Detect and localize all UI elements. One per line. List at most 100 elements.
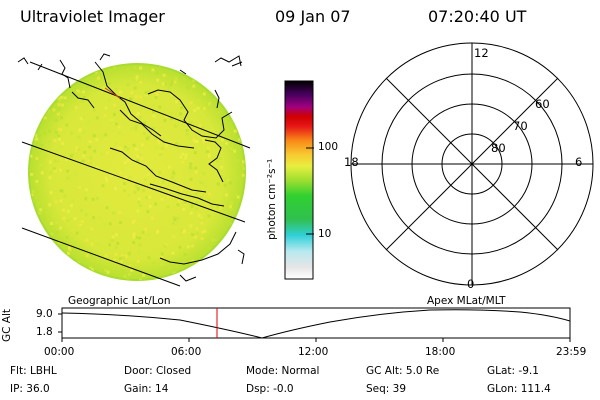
- mlt-label-6: 6: [575, 155, 583, 169]
- disk-speckle: [179, 155, 183, 159]
- disk-speckle: [40, 171, 44, 175]
- disk-speckle: [183, 201, 187, 205]
- disk-speckle: [138, 95, 142, 99]
- disk-speckle: [197, 98, 201, 102]
- disk-speckle: [173, 218, 177, 221]
- disk-speckle: [118, 146, 122, 150]
- disk-speckle: [58, 168, 62, 172]
- disk-speckle: [193, 109, 197, 113]
- disk-speckle: [59, 145, 63, 149]
- disk-speckle: [172, 172, 176, 175]
- disk-speckle: [188, 165, 192, 169]
- altitude-curve: [61, 309, 571, 339]
- disk-speckle: [178, 92, 182, 96]
- disk-speckle: [171, 251, 175, 255]
- disk-speckle: [151, 68, 155, 72]
- disk-speckle: [106, 80, 110, 84]
- disk-speckle: [197, 213, 201, 217]
- disk-speckle: [194, 192, 198, 196]
- disk-speckle: [114, 142, 117, 146]
- disk-speckle: [114, 245, 118, 249]
- track-right-title: Apex MLat/MLT: [427, 295, 506, 307]
- disk-speckle: [132, 235, 136, 239]
- disk-speckle: [169, 112, 173, 116]
- disk-speckle: [55, 148, 59, 152]
- lat-label-60: 60: [535, 97, 550, 111]
- disk-speckle: [105, 179, 109, 183]
- lat-label-70: 70: [513, 119, 528, 133]
- disk-speckle: [48, 140, 52, 144]
- disk-speckle: [50, 222, 54, 225]
- disk-speckle: [95, 78, 99, 82]
- disk-speckle: [82, 96, 86, 100]
- disk-speckle: [170, 175, 174, 179]
- disk-speckle: [123, 189, 127, 193]
- disk-speckle: [189, 121, 193, 125]
- disk-speckle: [119, 257, 123, 261]
- disk-speckle: [135, 147, 138, 151]
- disk-speckle: [198, 138, 202, 142]
- disk-speckle: [41, 119, 45, 123]
- disk-speckle: [147, 135, 151, 139]
- disk-speckle: [217, 110, 221, 114]
- disk-speckle: [63, 194, 67, 198]
- disk-speckle: [43, 116, 47, 120]
- disk-speckle: [126, 67, 130, 71]
- disk-speckle: [203, 229, 207, 233]
- disk-speckle: [161, 82, 165, 86]
- disk-speckle: [87, 229, 91, 233]
- status-gc-alt: GC Alt: 5.0 Re: [366, 365, 440, 377]
- disk-speckle: [155, 92, 159, 96]
- disk-speckle: [75, 231, 79, 235]
- disk-speckle: [195, 207, 199, 211]
- disk-speckle: [114, 87, 118, 91]
- disk-speckle: [110, 239, 114, 242]
- disk-speckle: [89, 156, 93, 160]
- disk-speckle: [29, 154, 33, 158]
- disk-speckle: [82, 154, 86, 158]
- disk-speckle: [171, 221, 175, 225]
- disk-speckle: [152, 127, 155, 130]
- disk-speckle: [48, 160, 52, 164]
- disk-speckle: [36, 183, 40, 187]
- disk-speckle: [55, 220, 59, 224]
- disk-speckle: [177, 192, 181, 196]
- disk-speckle: [115, 233, 118, 237]
- disk-speckle: [162, 73, 166, 77]
- disk-speckle: [238, 138, 242, 141]
- disk-speckle: [154, 137, 158, 141]
- disk-speckle: [136, 159, 140, 163]
- disk-speckle: [166, 195, 170, 198]
- disk-speckle: [139, 116, 143, 120]
- disk-speckle: [90, 227, 93, 231]
- mlt-label-18: 18: [344, 155, 359, 169]
- disk-speckle: [66, 219, 70, 223]
- disk-speckle: [159, 150, 163, 154]
- disk-speckle: [86, 122, 90, 126]
- disk-speckle: [119, 259, 123, 263]
- disk-speckle: [132, 143, 136, 147]
- disk-speckle: [172, 216, 176, 220]
- disk-speckle: [146, 172, 150, 176]
- disk-speckle: [70, 131, 73, 135]
- disk-speckle: [165, 144, 169, 148]
- disk-speckle: [116, 241, 120, 245]
- disk-speckle: [144, 227, 148, 231]
- disk-speckle: [135, 75, 139, 79]
- disk-speckle: [159, 152, 163, 156]
- disk-speckle: [166, 205, 170, 209]
- disk-speckle: [188, 170, 192, 174]
- disk-speckle: [49, 201, 53, 205]
- disk-speckle: [160, 252, 164, 256]
- disk-speckle: [179, 112, 183, 116]
- coast-fragments: [17, 53, 245, 282]
- colorbar-tick-label: 10: [318, 228, 332, 240]
- disk-speckle: [75, 146, 79, 149]
- disk-speckle: [144, 96, 148, 100]
- disk-speckle: [130, 159, 134, 163]
- disk-speckle: [57, 127, 61, 131]
- disk-speckle: [236, 159, 240, 163]
- disk-speckle: [95, 166, 99, 169]
- disk-speckle: [137, 270, 141, 274]
- disk-speckle: [234, 192, 237, 196]
